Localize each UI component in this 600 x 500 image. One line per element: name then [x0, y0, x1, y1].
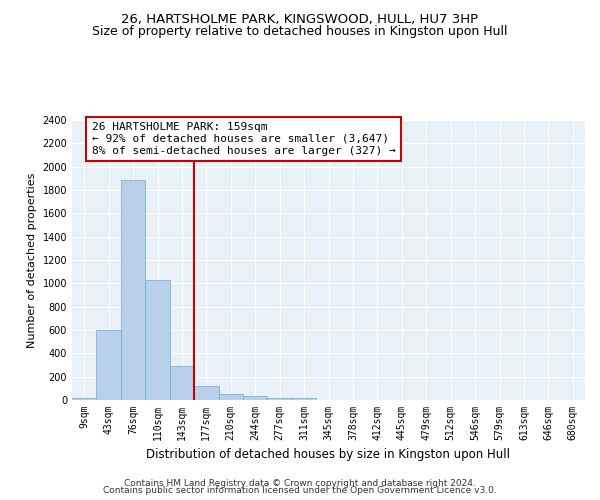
- X-axis label: Distribution of detached houses by size in Kingston upon Hull: Distribution of detached houses by size …: [146, 448, 511, 462]
- Bar: [170, 366, 194, 400]
- Bar: [268, 398, 292, 400]
- Y-axis label: Number of detached properties: Number of detached properties: [27, 172, 37, 348]
- Bar: [243, 396, 268, 400]
- Bar: [121, 180, 145, 400]
- Bar: [194, 386, 218, 400]
- Text: Contains HM Land Registry data © Crown copyright and database right 2024.: Contains HM Land Registry data © Crown c…: [124, 478, 476, 488]
- Text: Size of property relative to detached houses in Kingston upon Hull: Size of property relative to detached ho…: [92, 25, 508, 38]
- Bar: [218, 394, 243, 400]
- Text: Contains public sector information licensed under the Open Government Licence v3: Contains public sector information licen…: [103, 486, 497, 495]
- Bar: [72, 398, 97, 400]
- Text: 26 HARTSHOLME PARK: 159sqm
← 92% of detached houses are smaller (3,647)
8% of se: 26 HARTSHOLME PARK: 159sqm ← 92% of deta…: [92, 122, 395, 156]
- Text: 26, HARTSHOLME PARK, KINGSWOOD, HULL, HU7 3HP: 26, HARTSHOLME PARK, KINGSWOOD, HULL, HU…: [121, 12, 479, 26]
- Bar: [97, 330, 121, 400]
- Bar: [145, 280, 170, 400]
- Bar: [292, 398, 316, 400]
